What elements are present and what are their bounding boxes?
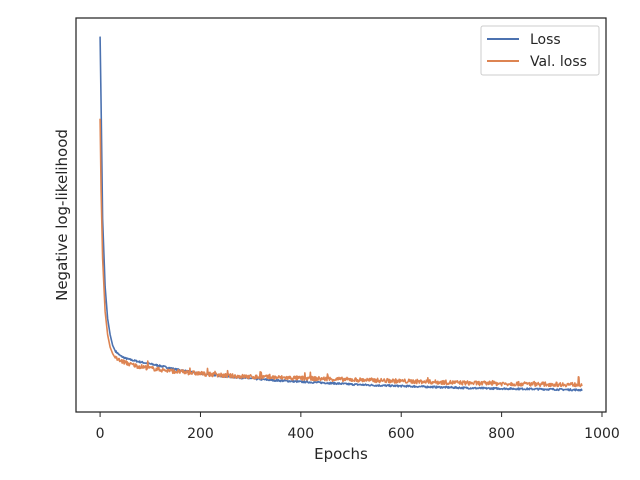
legend-label-val-loss: Val. loss: [530, 54, 587, 70]
legend: Loss Val. loss: [480, 25, 600, 76]
x-tick-label: 600: [388, 426, 415, 442]
x-tick-label: 0: [96, 426, 105, 442]
legend-label-loss: Loss: [530, 32, 561, 48]
x-axis-label: Epochs: [314, 445, 368, 463]
x-tick-label: 800: [488, 426, 515, 442]
x-tick-label: 1000: [584, 426, 620, 442]
plot-frame: [75, 17, 607, 413]
series-line-val-loss: [99, 118, 583, 388]
x-axis: 0 200 400 600 800 1000: [96, 412, 620, 442]
plot-area: [99, 36, 583, 392]
y-axis-label: Negative log-likelihood: [53, 129, 71, 301]
x-tick-label: 200: [187, 426, 214, 442]
x-tick-label: 400: [287, 426, 314, 442]
